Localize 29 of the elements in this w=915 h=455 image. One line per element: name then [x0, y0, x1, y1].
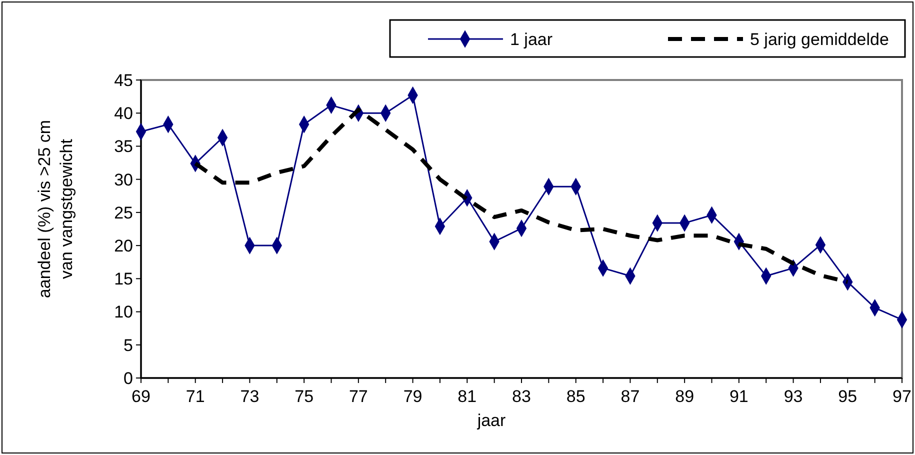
x-tick-label: 85 [566, 387, 586, 406]
y-axis-title: aandeel (%) vis >25 cm van vangstgewicht [35, 120, 76, 298]
y-tick-label: 30 [114, 170, 133, 190]
x-tick-label: 79 [403, 387, 422, 406]
x-tick-label: 97 [892, 387, 912, 406]
y-tick-label: 15 [114, 270, 133, 289]
x-tick-label: 87 [620, 387, 640, 406]
x-tick-label: 89 [675, 387, 694, 406]
y-tick-label: 0 [124, 368, 133, 388]
y-tick-label: 40 [114, 104, 133, 124]
x-tick-label: 71 [186, 387, 205, 406]
y-tick-label: 35 [114, 137, 133, 156]
x-tick-label: 77 [348, 387, 368, 406]
y-tick-label: 10 [114, 302, 133, 322]
x-tick-label: 73 [240, 387, 260, 406]
x-tick-label: 83 [512, 387, 531, 406]
x-tick-label: 91 [729, 387, 748, 406]
y-tick-label: 25 [114, 203, 133, 222]
x-tick-label: 75 [294, 387, 314, 406]
x-tick-label: 81 [458, 387, 477, 406]
y-tick-label: 20 [114, 236, 133, 256]
legend-label: 5 jarig gemiddelde [750, 30, 889, 49]
y-tick-label: 5 [124, 336, 133, 355]
legend-label: 1 jaar [510, 30, 553, 49]
x-axis-title: jaar [476, 411, 506, 430]
x-tick-label: 69 [132, 387, 150, 406]
x-tick-label: 95 [838, 387, 858, 406]
x-tick-label: 93 [784, 387, 803, 406]
y-tick-label: 45 [114, 70, 133, 90]
